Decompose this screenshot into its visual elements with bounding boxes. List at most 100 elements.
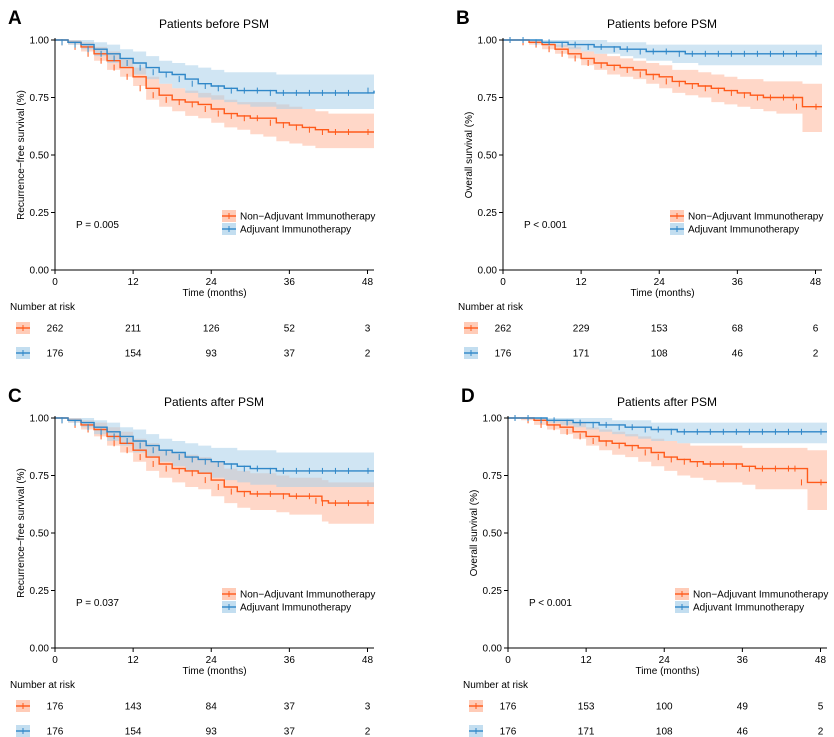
x-tick-label: 0 xyxy=(500,277,506,288)
risk-count: 108 xyxy=(656,727,673,737)
x-tick-label: 48 xyxy=(362,277,374,288)
risk-count: 176 xyxy=(47,702,64,713)
risk-count: 84 xyxy=(206,702,218,713)
panel-a: A Patients before PSM 0.00 0.25 0.50 0.75 1.00… xyxy=(8,8,375,360)
risk-count: 262 xyxy=(47,324,64,335)
x-tick-label: 36 xyxy=(732,277,744,288)
x-tick-label: 0 xyxy=(52,655,58,666)
x-tick-label: 36 xyxy=(284,277,296,288)
legend-label: Adjuvant Immunotherapy xyxy=(693,603,804,614)
censor-marks-non-adjuvant xyxy=(61,39,369,135)
risk-count: 153 xyxy=(651,324,668,335)
risk-count: 6 xyxy=(813,324,819,335)
y-axis-label: Overall survival (%) xyxy=(469,490,480,577)
y-tick-label: 0.25 xyxy=(478,208,498,219)
risk-count: 2 xyxy=(365,349,371,360)
risk-count: 176 xyxy=(500,727,517,737)
risk-count: 2 xyxy=(365,727,371,737)
legend-label: Adjuvant Immunotherapy xyxy=(240,225,351,236)
survival-curve-non-adjuvant xyxy=(503,39,822,108)
risk-count: 93 xyxy=(206,349,218,360)
confidence-band-non-adjuvant xyxy=(55,40,374,149)
censor-marks-adjuvant xyxy=(509,37,817,57)
x-tick-label: 0 xyxy=(52,277,58,288)
risk-count: 46 xyxy=(737,727,749,737)
confidence-band-non-adjuvant xyxy=(508,418,827,510)
y-tick-label: 0.75 xyxy=(478,93,498,104)
risk-count: 171 xyxy=(578,727,595,737)
risk-count: 153 xyxy=(578,702,595,713)
p-value: P = 0.037 xyxy=(76,598,119,609)
risk-count: 176 xyxy=(47,727,64,737)
chart-title: Patients before PSM xyxy=(159,17,269,31)
panel-letter: B xyxy=(456,8,470,29)
y-tick-label: 0.25 xyxy=(30,208,50,219)
survival-curve-adjuvant xyxy=(55,39,375,94)
risk-count: 262 xyxy=(495,324,512,335)
y-axis-label: Overall survival (%) xyxy=(464,112,475,199)
y-tick-label: 0.75 xyxy=(483,471,503,482)
survival-curve-adjuvant xyxy=(503,39,822,55)
p-value: P = 0.005 xyxy=(76,220,119,231)
risk-count: 46 xyxy=(732,349,744,360)
legend-label: Non−Adjuvant Immunotherapy xyxy=(693,590,828,601)
x-axis-label: Time (months) xyxy=(635,666,699,677)
risk-count: 2 xyxy=(813,349,819,360)
risk-table-label: Number at risk xyxy=(10,680,76,691)
x-tick-label: 48 xyxy=(810,277,822,288)
legend-label: Non−Adjuvant Immunotherapy xyxy=(240,212,375,223)
y-tick-label: 0.50 xyxy=(30,151,50,162)
risk-count: 229 xyxy=(573,324,590,335)
censor-marks-non-adjuvant xyxy=(61,417,369,507)
legend-label: Non−Adjuvant Immunotherapy xyxy=(688,212,823,223)
chart-title: Patients after PSM xyxy=(164,395,264,409)
y-tick-label: 1.00 xyxy=(30,36,50,47)
censor-marks-adjuvant xyxy=(514,415,822,435)
risk-count: 100 xyxy=(656,702,673,713)
y-tick-label: 0.75 xyxy=(30,471,50,482)
risk-count: 2 xyxy=(818,727,824,737)
risk-count: 37 xyxy=(284,349,296,360)
y-tick-label: 0.50 xyxy=(483,529,503,540)
risk-count: 176 xyxy=(495,349,512,360)
confidence-band-adjuvant xyxy=(503,40,822,66)
survival-curve-non-adjuvant xyxy=(55,39,374,133)
risk-count: 211 xyxy=(125,324,141,335)
y-tick-label: 1.00 xyxy=(30,414,50,425)
legend-label: Adjuvant Immunotherapy xyxy=(240,603,351,614)
confidence-band-adjuvant xyxy=(55,40,374,109)
x-tick-label: 24 xyxy=(659,655,671,666)
risk-count: 154 xyxy=(125,349,142,360)
x-tick-label: 12 xyxy=(581,655,593,666)
y-tick-label: 0.25 xyxy=(483,586,503,597)
x-tick-label: 36 xyxy=(284,655,296,666)
risk-count: 108 xyxy=(651,349,668,360)
panel-c: C Patients after PSM 0.00 0.25 0.50 0.75 1.00 0… xyxy=(8,386,375,737)
risk-count: 3 xyxy=(365,324,371,335)
y-tick-label: 0.75 xyxy=(30,93,50,104)
confidence-band-non-adjuvant xyxy=(503,40,822,132)
risk-table-label: Number at risk xyxy=(463,680,529,691)
panel-d: D Patients after PSM 0.00 0.25 0.50 0.75 1.00 0… xyxy=(461,386,828,737)
chart-title: Patients after PSM xyxy=(617,395,717,409)
x-tick-label: 48 xyxy=(815,655,827,666)
x-tick-label: 12 xyxy=(576,277,588,288)
x-axis-label: Time (months) xyxy=(630,288,694,299)
p-value: P < 0.001 xyxy=(529,598,572,609)
censor-marks-adjuvant xyxy=(61,39,369,96)
p-value: P < 0.001 xyxy=(524,220,567,231)
risk-count: 93 xyxy=(206,727,218,737)
x-tick-label: 24 xyxy=(206,655,218,666)
y-tick-label: 0.25 xyxy=(30,586,50,597)
risk-count: 3 xyxy=(365,702,371,713)
risk-table-label: Number at risk xyxy=(458,302,524,313)
panel-letter: A xyxy=(8,8,22,29)
survival-curve-non-adjuvant xyxy=(508,417,827,484)
survival-curve-adjuvant xyxy=(55,417,374,472)
risk-count: 143 xyxy=(125,702,142,713)
y-axis-label: Recurrence−free survival (%) xyxy=(16,468,27,598)
y-tick-label: 0.00 xyxy=(483,644,503,655)
y-axis-label: Recurrence−free survival (%) xyxy=(16,90,27,220)
confidence-band-adjuvant xyxy=(55,418,374,487)
